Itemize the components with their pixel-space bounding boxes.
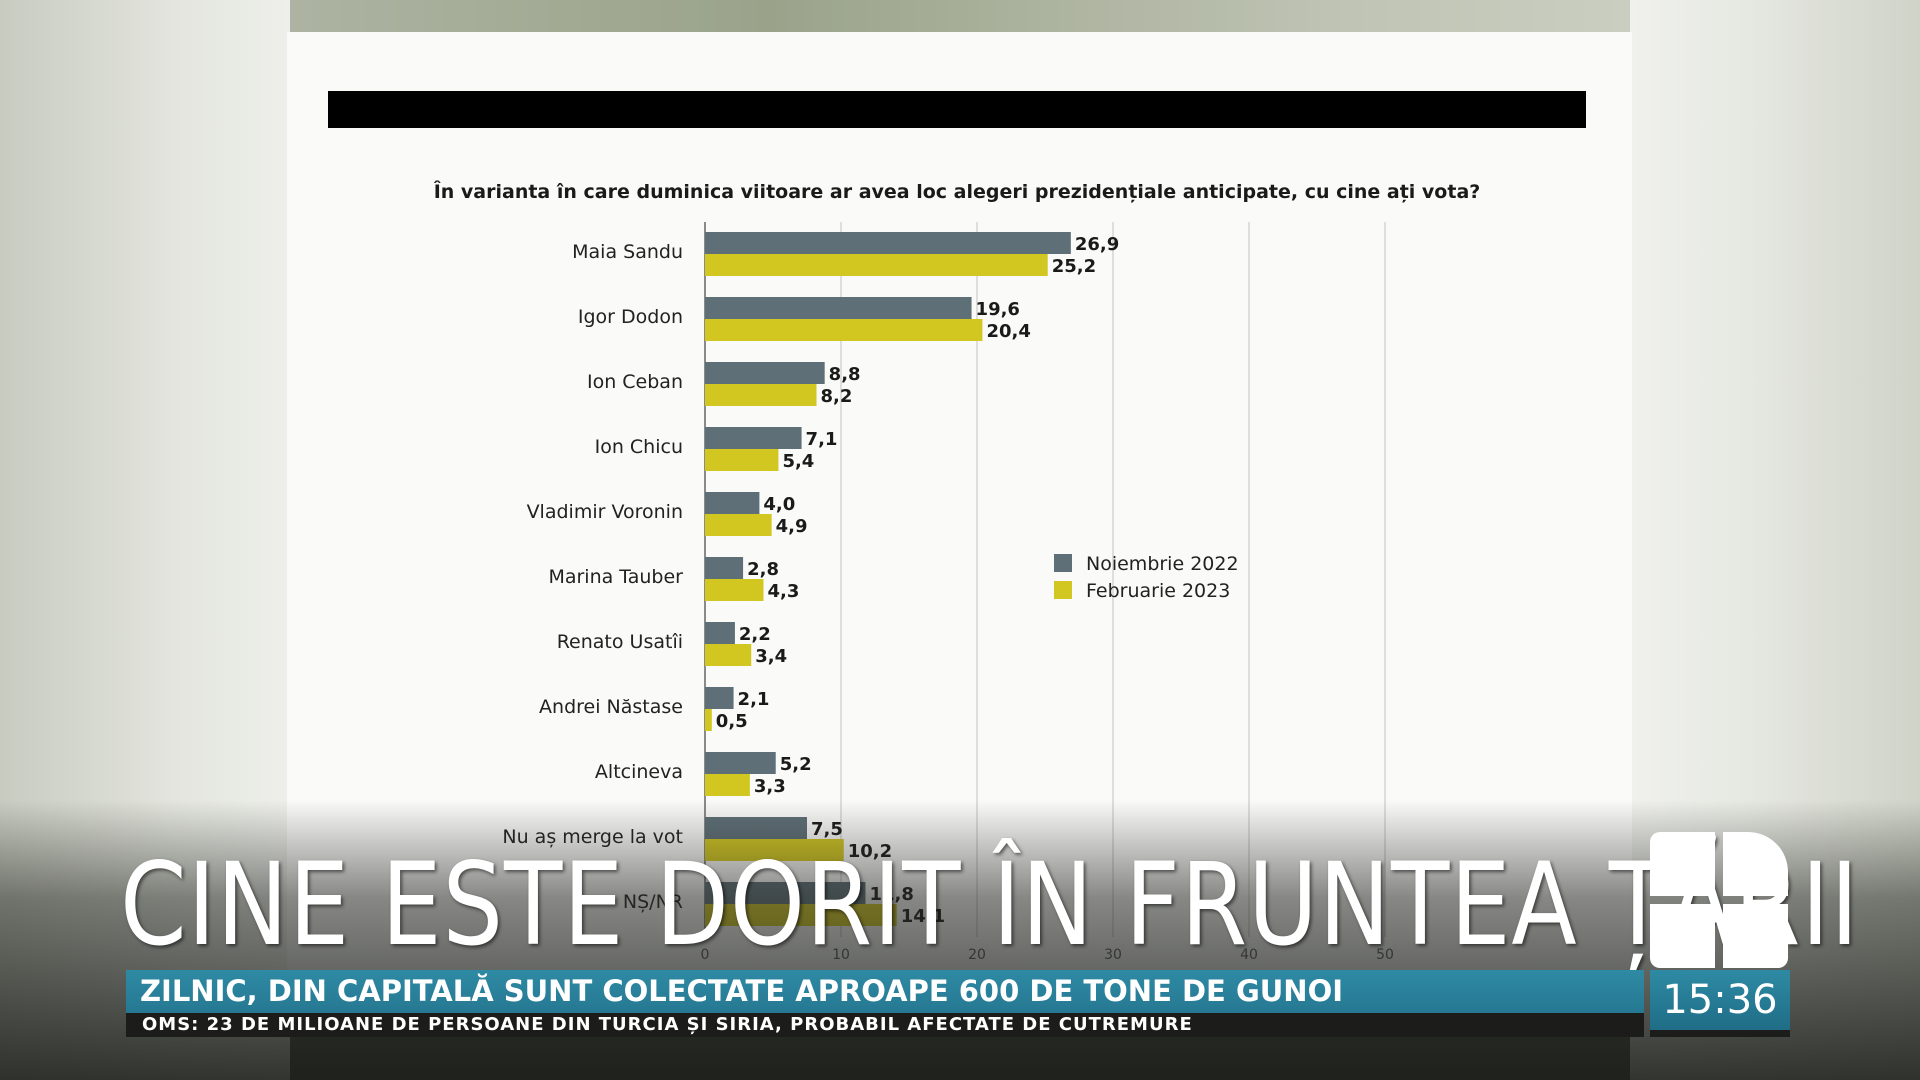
legend-label: Noiembrie 2022 [1086,553,1239,575]
category-label: Renato Usatîi [557,631,683,653]
legend-swatch [1054,554,1072,572]
value-label: 26,9 [1075,234,1119,255]
category-label: Igor Dodon [578,306,683,328]
clock-strip [1650,1030,1790,1037]
value-label: 20,4 [986,321,1030,342]
bar-noiembrie-2022 [705,427,802,449]
value-label: 7,1 [806,429,838,450]
value-label: 3,4 [755,646,787,667]
category-label: Andrei Năstase [539,696,683,718]
legend-swatch [1054,581,1072,599]
value-label: 4,9 [776,516,808,537]
bar-februarie-2023 [705,579,764,601]
logo-quadrant [1650,904,1715,968]
channel-logo-icon [1650,832,1790,968]
bar-februarie-2023 [705,709,712,731]
category-label: Marina Tauber [548,566,683,588]
value-label: 3,3 [754,776,786,797]
legend-label: Februarie 2023 [1086,580,1230,602]
headline-title: CINE ESTE DORIT ÎN FRUNTEA ȚĂRII [120,838,1860,971]
logo-quadrant [1723,832,1788,896]
bar-noiembrie-2022 [705,362,825,384]
category-label: Vladimir Voronin [527,501,683,523]
bar-februarie-2023 [705,319,983,341]
redacted-header-bar [328,91,1586,128]
bar-februarie-2023 [705,384,817,406]
value-label: 5,2 [780,754,812,775]
background-top [0,0,1920,34]
clock: 15:36 [1650,970,1790,1030]
value-label: 2,2 [739,624,771,645]
news-ticker-secondary: OMS: 23 DE MILIOANE DE PERSOANE DIN TURC… [126,1013,1644,1037]
bar-noiembrie-2022 [705,622,735,644]
value-label: 2,8 [747,559,779,580]
poll-bar-chart: În varianta în care duminica viitoare ar… [434,180,1481,963]
bar-noiembrie-2022 [705,297,972,319]
logo-quadrant [1650,832,1715,896]
bar-noiembrie-2022 [705,557,744,579]
value-label: 2,1 [738,689,770,710]
bar-februarie-2023 [705,644,752,666]
news-ticker-main: ZILNIC, DIN CAPITALĂ SUNT COLECTATE APRO… [126,970,1644,1013]
bar-noiembrie-2022 [705,752,776,774]
bar-februarie-2023 [705,514,772,536]
bar-februarie-2023 [705,774,750,796]
bar-februarie-2023 [705,449,779,471]
value-label: 0,5 [716,711,748,732]
bar-februarie-2023 [705,254,1048,276]
category-label: Ion Chicu [595,436,683,458]
chart-title: În varianta în care duminica viitoare ar… [434,180,1481,203]
bar-noiembrie-2022 [705,687,734,709]
category-label: Ion Ceban [587,371,683,393]
value-label: 5,4 [782,451,814,472]
value-label: 4,3 [767,581,799,602]
value-label: 8,2 [821,386,853,407]
bar-noiembrie-2022 [705,492,760,514]
category-label: Altcineva [595,761,683,783]
value-label: 4,0 [763,494,795,515]
bar-noiembrie-2022 [705,232,1071,254]
category-label: Maia Sandu [572,241,683,263]
value-label: 25,2 [1052,256,1096,277]
value-label: 8,8 [829,364,861,385]
logo-quadrant [1723,904,1788,968]
value-label: 19,6 [976,299,1020,320]
